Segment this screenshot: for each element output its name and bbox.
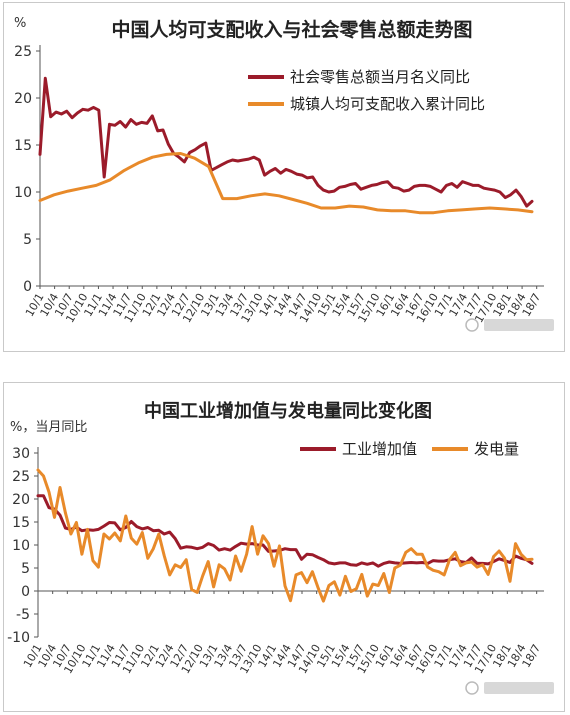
y-unit-label: % [14,16,26,31]
y-tick-label: -5 [16,607,30,623]
legend-label-1: 社会零售总额当月名义同比 [290,68,470,86]
legend-label-2: 城镇人均可支配收入累计同比 [290,95,485,113]
y-tick-label: 20 [12,492,30,508]
chart-panel-retail-income: 中国人均可支配收入与社会零售总额走势图% 0 5 10 15 20 25 10/1 10/4 10… [3,2,565,352]
watermark-blur [484,319,554,331]
y-tick-label: -10 [7,630,30,646]
series-line-2 [38,152,534,215]
y-tick-label: 10 [12,538,30,554]
chart-panel-industry-power: 中国工业增加值与发电量同比变化图 %，当月同比 -10 -5 0 5 10 15 20 25 30 1… [3,382,565,712]
y-tick-label: 20 [14,91,32,107]
y-tick-label: 0 [21,584,30,600]
watermark-logo [465,318,554,332]
y-tick-label: 10 [14,185,32,201]
chart-industry-power: 中国工业增加值与发电量同比变化图%，当月同比-10-50510152025301… [7,400,554,695]
y-tick-label: 25 [14,44,32,60]
watermark-logo [465,681,554,695]
watermark-icon [465,681,479,695]
chart-title: 中国人均可支配收入与社会零售总额走势图 [111,18,472,41]
y-tick-label: 15 [14,138,32,154]
watermark-blur [484,682,554,694]
y-tick-label: 15 [12,515,30,531]
y-tick-label: 5 [23,232,32,248]
y-unit-label: %，当月同比 [10,420,87,435]
chart-retail-income: 中国人均可支配收入与社会零售总额走势图%051015202510/110/410… [14,16,554,332]
chart-title: 中国工业增加值与发电量同比变化图 [144,400,432,422]
y-tick-label: 5 [21,561,30,577]
watermark-icon [465,318,479,332]
y-tick-label: 30 [12,446,30,462]
series-line-1 [38,76,534,208]
y-tick-label: 0 [23,279,32,295]
y-tick-label: 25 [12,469,30,485]
legend-label-1: 工业增加值 [342,440,417,458]
legend-label-2: 发电量 [474,440,519,458]
series-line-2 [36,468,534,603]
